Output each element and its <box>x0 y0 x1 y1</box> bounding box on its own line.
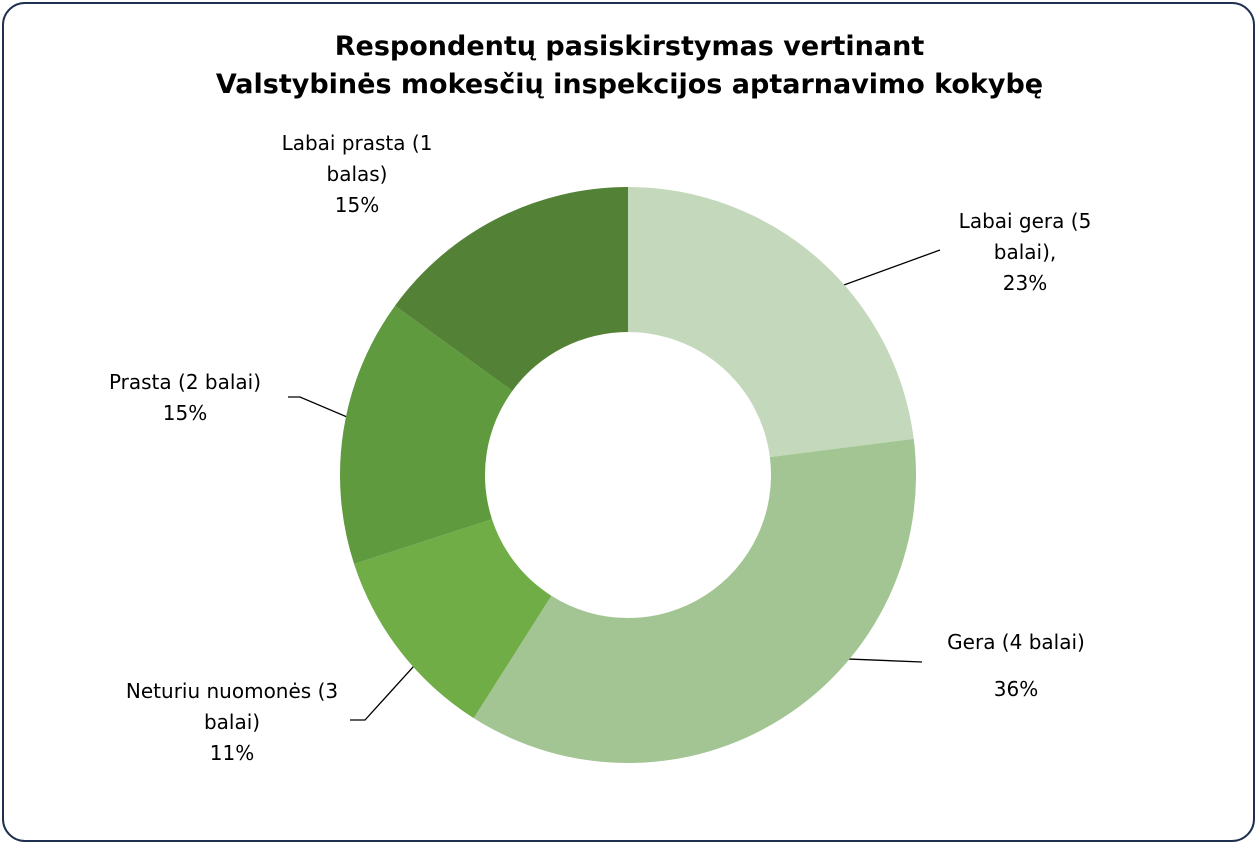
slice-category-label: Labai prasta (1 balas) <box>281 131 433 186</box>
chart-title: Valstybinės mokesčių inspekcijos aptarna… <box>215 69 1044 100</box>
donut-slice <box>628 187 914 458</box>
donut-slice <box>354 519 552 719</box>
data-label: 36% <box>993 677 1039 701</box>
donut-slice <box>473 438 916 763</box>
data-label: 23% <box>1002 271 1048 295</box>
data-label: 15% <box>334 193 380 217</box>
data-label: 11% <box>209 741 255 765</box>
chart-title: Respondentų pasiskirstymas vertinant <box>334 31 925 62</box>
slice-category-label: Gera (4 balai) <box>947 630 1085 654</box>
donut-slice <box>340 305 513 564</box>
data-label: 15% <box>162 401 208 425</box>
slice-category-label: Prasta (2 balai) <box>108 370 262 394</box>
slice-category-label: Labai gera (5 balai), <box>958 209 1092 264</box>
slice-category-label: Neturiu nuomonės (3 balai) <box>125 679 339 734</box>
donut-slice <box>395 187 628 391</box>
